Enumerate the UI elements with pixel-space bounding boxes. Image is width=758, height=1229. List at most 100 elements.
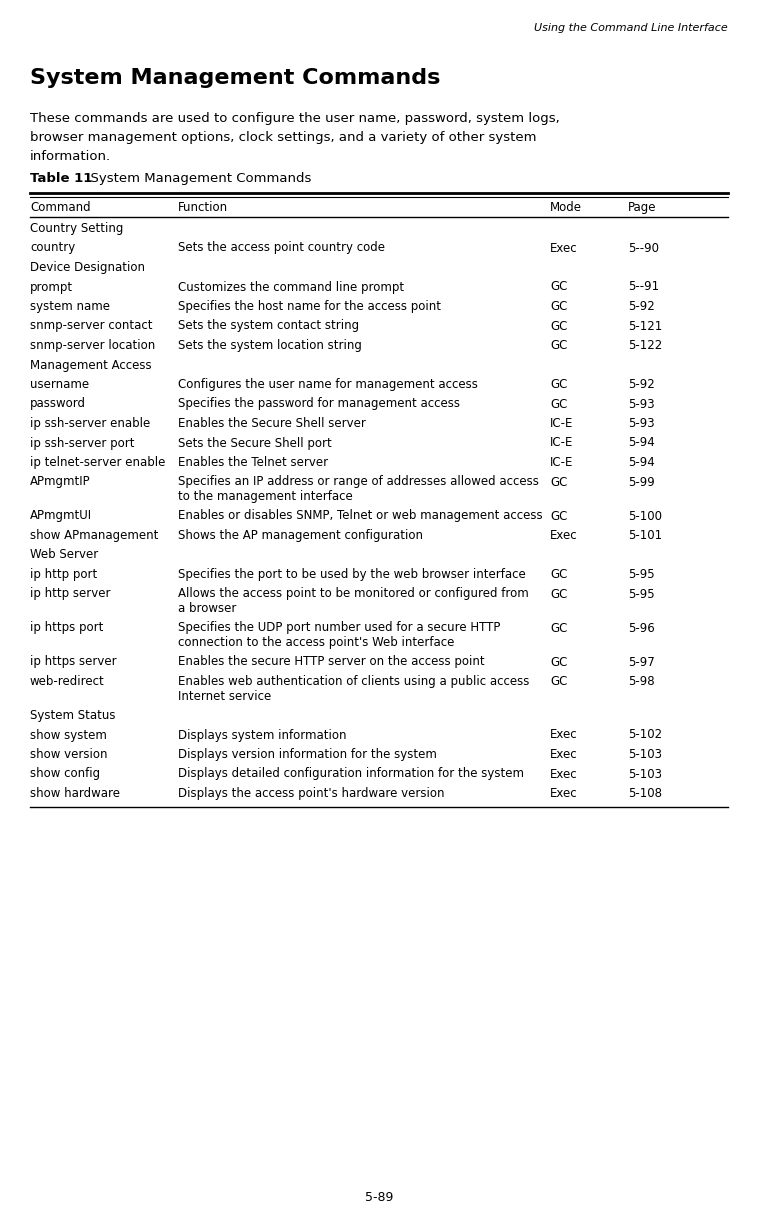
Text: show hardware: show hardware (30, 787, 120, 800)
Text: 5-99: 5-99 (628, 476, 655, 488)
Text: GC: GC (550, 320, 568, 333)
Text: Mode: Mode (550, 202, 582, 214)
Text: Displays detailed configuration information for the system: Displays detailed configuration informat… (178, 767, 524, 780)
Text: IC-E: IC-E (550, 456, 573, 469)
Text: show system: show system (30, 729, 107, 741)
Text: 5-93: 5-93 (628, 417, 655, 430)
Text: Allows the access point to be monitored or configured from: Allows the access point to be monitored … (178, 587, 529, 601)
Text: 5-102: 5-102 (628, 729, 662, 741)
Text: APmgmtUI: APmgmtUI (30, 510, 92, 522)
Text: Using the Command Line Interface: Using the Command Line Interface (534, 23, 728, 33)
Text: Table 11: Table 11 (30, 172, 92, 186)
Text: 5-92: 5-92 (628, 300, 655, 313)
Text: prompt: prompt (30, 280, 73, 294)
Text: Internet service: Internet service (178, 689, 271, 703)
Text: 5--91: 5--91 (628, 280, 659, 294)
Text: Enables the secure HTTP server on the access point: Enables the secure HTTP server on the ac… (178, 655, 484, 669)
Text: IC-E: IC-E (550, 436, 573, 450)
Text: Web Server: Web Server (30, 548, 99, 562)
Text: Specifies the UDP port number used for a secure HTTP: Specifies the UDP port number used for a… (178, 622, 500, 634)
Text: Configures the user name for management access: Configures the user name for management … (178, 379, 478, 391)
Text: 5-92: 5-92 (628, 379, 655, 391)
Text: Enables web authentication of clients using a public access: Enables web authentication of clients us… (178, 675, 529, 688)
Text: password: password (30, 397, 86, 410)
Text: Specifies the password for management access: Specifies the password for management ac… (178, 397, 460, 410)
Text: GC: GC (550, 587, 568, 601)
Text: show config: show config (30, 767, 100, 780)
Text: Exec: Exec (550, 787, 578, 800)
Text: snmp-server location: snmp-server location (30, 339, 155, 351)
Text: Shows the AP management configuration: Shows the AP management configuration (178, 528, 423, 542)
Text: show APmanagement: show APmanagement (30, 528, 158, 542)
Text: 5-95: 5-95 (628, 587, 655, 601)
Text: 5-93: 5-93 (628, 397, 655, 410)
Text: ip ssh-server port: ip ssh-server port (30, 436, 134, 450)
Text: show version: show version (30, 748, 108, 761)
Text: Specifies an IP address or range of addresses allowed access: Specifies an IP address or range of addr… (178, 476, 539, 488)
Text: browser management options, clock settings, and a variety of other system: browser management options, clock settin… (30, 132, 537, 144)
Text: Page: Page (628, 202, 656, 214)
Text: Sets the system contact string: Sets the system contact string (178, 320, 359, 333)
Text: 5-108: 5-108 (628, 787, 662, 800)
Text: 5-103: 5-103 (628, 748, 662, 761)
Text: GC: GC (550, 280, 568, 294)
Text: GC: GC (550, 675, 568, 688)
Text: Function: Function (178, 202, 228, 214)
Text: Enables or disables SNMP, Telnet or web management access: Enables or disables SNMP, Telnet or web … (178, 510, 543, 522)
Text: APmgmtIP: APmgmtIP (30, 476, 91, 488)
Text: 5-98: 5-98 (628, 675, 655, 688)
Text: Exec: Exec (550, 528, 578, 542)
Text: Specifies the port to be used by the web browser interface: Specifies the port to be used by the web… (178, 568, 526, 581)
Text: 5-122: 5-122 (628, 339, 662, 351)
Text: ip ssh-server enable: ip ssh-server enable (30, 417, 150, 430)
Text: Command: Command (30, 202, 91, 214)
Text: 5-103: 5-103 (628, 767, 662, 780)
Text: Exec: Exec (550, 729, 578, 741)
Text: System Status: System Status (30, 709, 115, 721)
Text: IC-E: IC-E (550, 417, 573, 430)
Text: web-redirect: web-redirect (30, 675, 105, 688)
Text: 5-94: 5-94 (628, 436, 655, 450)
Text: GC: GC (550, 300, 568, 313)
Text: Displays version information for the system: Displays version information for the sys… (178, 748, 437, 761)
Text: System Management Commands: System Management Commands (30, 68, 440, 88)
Text: Displays system information: Displays system information (178, 729, 346, 741)
Text: Management Access: Management Access (30, 359, 152, 371)
Text: GC: GC (550, 622, 568, 634)
Text: Specifies the host name for the access point: Specifies the host name for the access p… (178, 300, 441, 313)
Text: 5-101: 5-101 (628, 528, 662, 542)
Text: system name: system name (30, 300, 110, 313)
Text: Exec: Exec (550, 767, 578, 780)
Text: a browser: a browser (178, 602, 236, 614)
Text: 5-94: 5-94 (628, 456, 655, 469)
Text: Displays the access point's hardware version: Displays the access point's hardware ver… (178, 787, 444, 800)
Text: country: country (30, 242, 75, 254)
Text: Exec: Exec (550, 748, 578, 761)
Text: ip http server: ip http server (30, 587, 111, 601)
Text: 5--90: 5--90 (628, 242, 659, 254)
Text: ip http port: ip http port (30, 568, 97, 581)
Text: GC: GC (550, 510, 568, 522)
Text: GC: GC (550, 568, 568, 581)
Text: username: username (30, 379, 89, 391)
Text: Enables the Secure Shell server: Enables the Secure Shell server (178, 417, 366, 430)
Text: 5-95: 5-95 (628, 568, 655, 581)
Text: Device Designation: Device Designation (30, 261, 145, 274)
Text: Sets the Secure Shell port: Sets the Secure Shell port (178, 436, 332, 450)
Text: to the management interface: to the management interface (178, 490, 352, 503)
Text: GC: GC (550, 655, 568, 669)
Text: System Management Commands: System Management Commands (82, 172, 312, 186)
Text: These commands are used to configure the user name, password, system logs,: These commands are used to configure the… (30, 112, 559, 125)
Text: 5-121: 5-121 (628, 320, 662, 333)
Text: snmp-server contact: snmp-server contact (30, 320, 152, 333)
Text: Country Setting: Country Setting (30, 222, 124, 235)
Text: GC: GC (550, 339, 568, 351)
Text: ip telnet-server enable: ip telnet-server enable (30, 456, 165, 469)
Text: ip https port: ip https port (30, 622, 103, 634)
Text: 5-97: 5-97 (628, 655, 655, 669)
Text: 5-100: 5-100 (628, 510, 662, 522)
Text: Customizes the command line prompt: Customizes the command line prompt (178, 280, 404, 294)
Text: GC: GC (550, 476, 568, 488)
Text: ip https server: ip https server (30, 655, 117, 669)
Text: Enables the Telnet server: Enables the Telnet server (178, 456, 328, 469)
